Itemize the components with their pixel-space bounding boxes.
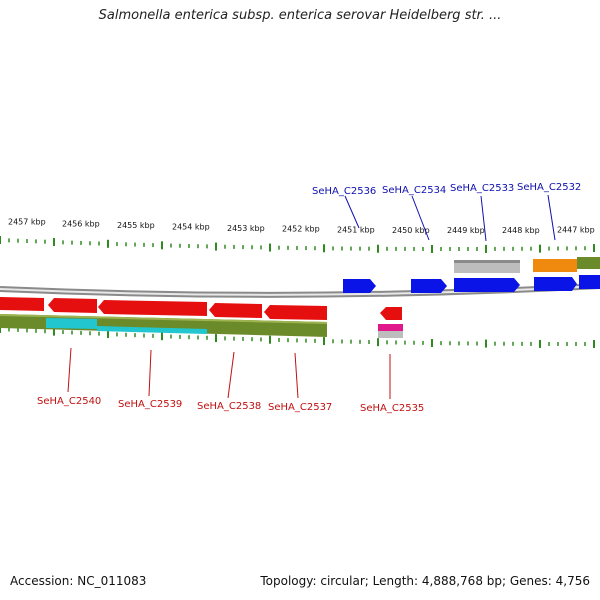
gene-seha-c2538[interactable] bbox=[209, 303, 262, 318]
gene-seha-c2539[interactable] bbox=[98, 300, 207, 316]
forward-genes bbox=[343, 275, 600, 293]
ruler-label: 2447 kbp bbox=[557, 225, 595, 234]
ruler-label: 2453 kbp bbox=[227, 224, 265, 233]
gene-seha-c2535[interactable] bbox=[380, 307, 402, 320]
olive-feature-track-top[interactable] bbox=[577, 257, 600, 269]
top-gene-labels: SeHA_C2536 SeHA_C2534 SeHA_C2533 SeHA_C2… bbox=[312, 182, 581, 242]
gray-feature-track-small[interactable] bbox=[378, 331, 403, 338]
ruler-label: 2451 kbp bbox=[337, 225, 375, 234]
orange-feature-track[interactable] bbox=[533, 259, 577, 272]
bottom-gene-labels: SeHA_C2540 SeHA_C2539 SeHA_C2538 SeHA_C2… bbox=[37, 347, 424, 414]
gene-seha-c2533[interactable] bbox=[454, 278, 520, 292]
gene-label-seha-c2533: SeHA_C2533 bbox=[450, 183, 514, 194]
gene-seha-c2540[interactable] bbox=[48, 298, 97, 313]
upper-feature-tracks bbox=[454, 257, 600, 273]
reverse-genes bbox=[0, 297, 402, 320]
ruler-label: 2450 kbp bbox=[392, 226, 430, 235]
gene-label-seha-c2539: SeHA_C2539 bbox=[118, 399, 182, 410]
gene-label-seha-c2536: SeHA_C2536 bbox=[312, 186, 376, 197]
gene-forward-edge[interactable] bbox=[579, 275, 600, 289]
gene-seha-c2536[interactable] bbox=[343, 279, 376, 293]
gene-label-seha-c2538: SeHA_C2538 bbox=[197, 401, 261, 412]
gene-reverse-edge[interactable] bbox=[0, 297, 44, 311]
ruler-label: 2448 kbp bbox=[502, 226, 540, 235]
gene-seha-c2534[interactable] bbox=[411, 279, 447, 293]
lower-feature-tracks bbox=[0, 314, 403, 338]
gene-label-seha-c2537: SeHA_C2537 bbox=[268, 402, 332, 413]
cyan-feature-track-2[interactable] bbox=[97, 326, 207, 334]
gene-seha-c2537[interactable] bbox=[264, 305, 327, 320]
gene-label-seha-c2540: SeHA_C2540 bbox=[37, 396, 101, 407]
gene-label-seha-c2535: SeHA_C2535 bbox=[360, 403, 424, 414]
gene-label-seha-c2534: SeHA_C2534 bbox=[382, 185, 446, 196]
ruler-label: 2456 kbp bbox=[62, 219, 100, 228]
gray-feature-track[interactable] bbox=[454, 260, 520, 273]
cyan-feature-track[interactable] bbox=[46, 318, 97, 329]
ruler-labels: 2457 kbp 2456 kbp 2455 kbp 2454 kbp 2453 kbp… bbox=[8, 217, 595, 235]
map-title: Salmonella enterica subsp. enterica sero… bbox=[98, 8, 502, 23]
gene-seha-c2532[interactable] bbox=[534, 277, 577, 291]
ruler-label: 2449 kbp bbox=[447, 226, 485, 235]
topology-text: Topology: circular; Length: 4,888,768 bp… bbox=[260, 574, 590, 588]
ruler-ticks-top bbox=[0, 236, 595, 253]
ruler-label: 2457 kbp bbox=[8, 217, 46, 226]
ruler-label: 2454 kbp bbox=[172, 223, 210, 232]
ruler-ticks-bottom bbox=[0, 325, 595, 349]
gene-label-seha-c2532: SeHA_C2532 bbox=[517, 182, 581, 193]
ruler-label: 2455 kbp bbox=[117, 221, 155, 230]
ruler-label: 2452 kbp bbox=[282, 225, 320, 234]
accession-text: Accession: NC_011083 bbox=[10, 574, 147, 588]
magenta-feature-track[interactable] bbox=[378, 324, 403, 331]
